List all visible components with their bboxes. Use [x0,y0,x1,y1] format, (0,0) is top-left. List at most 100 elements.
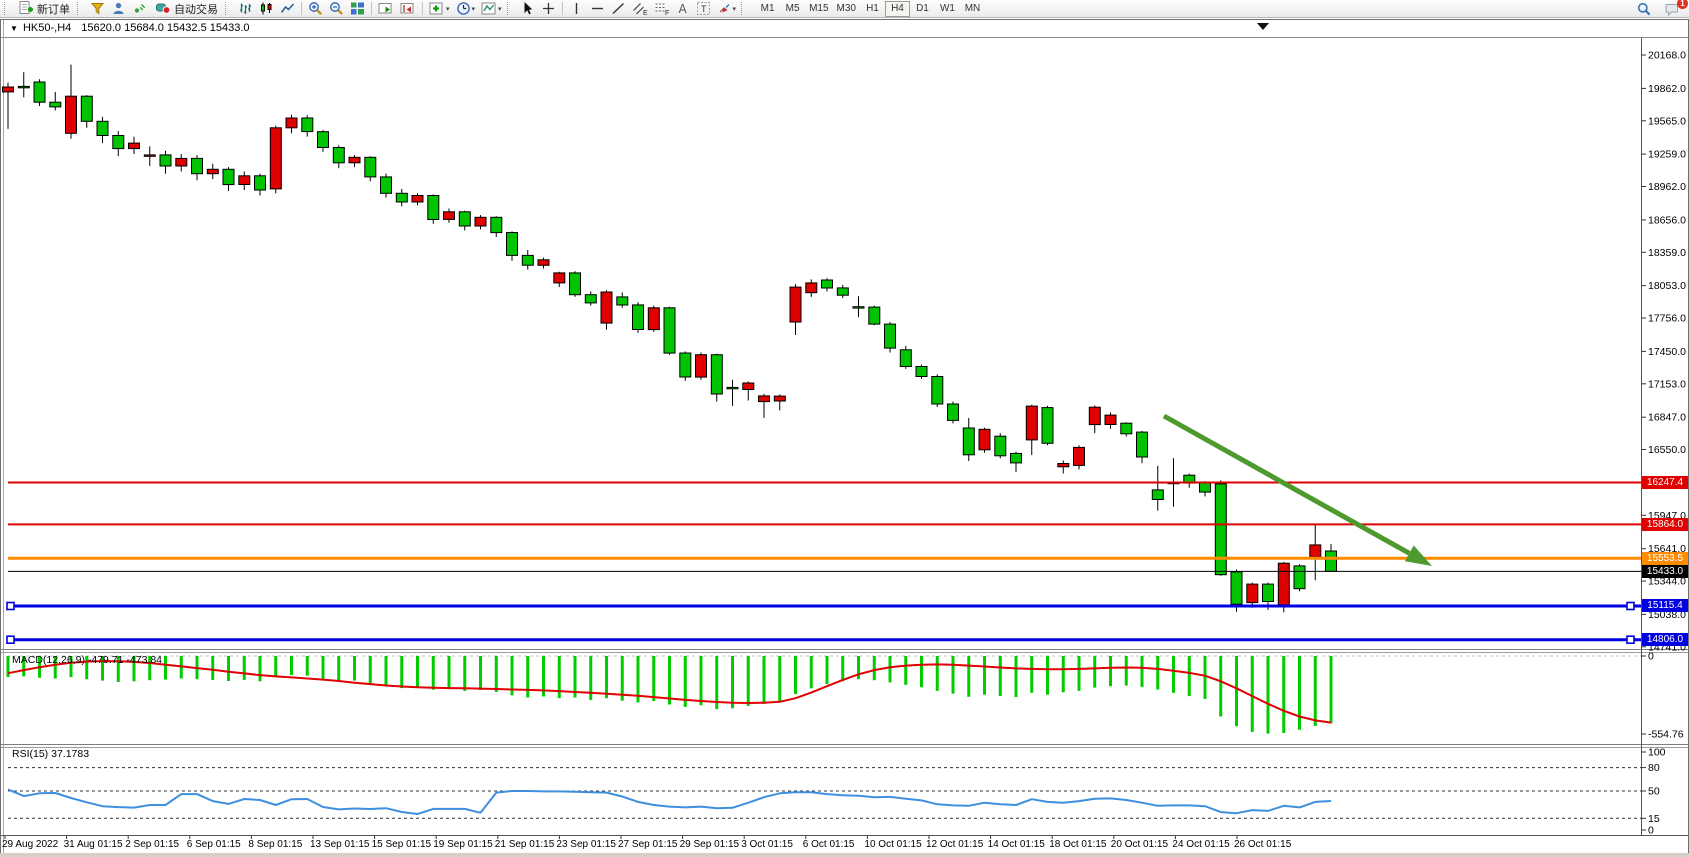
svg-text:16550.0: 16550.0 [1648,444,1686,456]
tile-windows-button[interactable] [347,1,368,17]
chart-shift-button[interactable] [397,1,419,17]
rsi-pane [7,767,1641,819]
svg-text:19862.0: 19862.0 [1648,83,1686,95]
svg-text:2 Sep 01:15: 2 Sep 01:15 [125,839,179,850]
line-handle [1626,635,1635,645]
toolbar: 新订单 自动交易 ▾ ▾ ▾ E F A T ▾ [0,0,1689,18]
chart-symbol: HK50-,H4 [22,22,72,34]
svg-text:26 Oct 01:15: 26 Oct 01:15 [1234,839,1292,850]
svg-text:20168.0: 20168.0 [1648,50,1686,62]
toolbar-grip[interactable] [77,2,83,15]
chevron-down-icon: ▾ [446,5,450,13]
svg-text:29 Aug 2022: 29 Aug 2022 [2,839,59,850]
line-chart-button[interactable] [277,1,298,17]
svg-text:0: 0 [1648,825,1654,837]
line-handle [1626,601,1635,611]
macd-label: MACD(12,26,9) -479.71 -473.84 [12,654,163,666]
funnel-icon[interactable] [87,1,108,17]
periods-button[interactable]: ▾ [453,1,479,17]
price-line-badge: 14806.0 [1642,633,1688,646]
timeframe-m15[interactable]: M15 [805,1,832,17]
timeframe-d1[interactable]: D1 [910,1,935,17]
vertical-line-tool[interactable] [566,1,587,17]
svg-text:27 Sep 01:15: 27 Sep 01:15 [618,839,678,850]
toolbar-grip[interactable] [506,2,513,15]
svg-text:3 Oct 01:15: 3 Oct 01:15 [741,839,793,850]
svg-text:8 Sep 01:15: 8 Sep 01:15 [248,839,302,850]
auto-scroll-button[interactable] [375,1,397,17]
price-line-badge: 15115.4 [1642,599,1688,612]
zoom-in-button[interactable] [305,1,326,17]
timeframe-mn[interactable]: MN [960,1,985,17]
svg-text:6 Sep 01:15: 6 Sep 01:15 [187,839,241,850]
svg-text:13 Sep 01:15: 13 Sep 01:15 [310,839,370,850]
notifications-button[interactable]: 1 [1661,0,1688,17]
toolbar-grip[interactable] [741,2,747,15]
window-edge [0,853,1689,857]
profile-icon[interactable] [108,1,129,17]
date-axis: 29 Aug 2022 31 Aug 01:15 2 Sep 01:15 6 Sep … [2,836,1292,850]
svg-text:6 Oct 01:15: 6 Oct 01:15 [803,839,855,850]
collapse-icon[interactable]: ▼ [10,24,18,33]
svg-text:T: T [701,4,707,14]
toolbar-grip[interactable] [4,2,10,15]
rsi-label: RSI(15) 37.1783 [12,748,90,760]
text-label-tool[interactable]: T [693,1,714,17]
svg-text:15344.0: 15344.0 [1648,576,1686,588]
autotrade-label: 自动交易 [174,3,218,16]
timeframe-h4[interactable]: H4 [884,0,910,17]
svg-text:29 Sep 01:15: 29 Sep 01:15 [680,839,740,850]
autotrade-button[interactable]: 自动交易 [150,1,223,17]
svg-text:19565.0: 19565.0 [1648,115,1686,127]
fibonacci-tool[interactable]: F [651,1,673,17]
templates-button[interactable]: ▾ [478,1,505,17]
crosshair-button[interactable] [538,1,559,17]
candlestick-chart-button[interactable] [256,1,277,17]
zoom-out-button[interactable] [326,1,347,17]
price-line-badge: 15553.5 [1642,552,1688,565]
horizontal-price-lines [6,481,1641,645]
chevron-down-icon: ▾ [498,5,502,13]
svg-text:18 Oct 01:15: 18 Oct 01:15 [1049,839,1107,850]
svg-text:0: 0 [1648,651,1654,663]
timeframe-w1[interactable]: W1 [935,1,960,17]
line-handle [6,635,15,645]
trendline-tool[interactable] [608,1,629,17]
svg-text:15 Sep 01:15: 15 Sep 01:15 [372,839,432,850]
svg-text:19259.0: 19259.0 [1648,149,1686,161]
svg-text:17756.0: 17756.0 [1648,313,1686,325]
bar-chart-button[interactable] [235,1,256,17]
text-tool[interactable]: A [673,1,693,17]
svg-text:24 Oct 01:15: 24 Oct 01:15 [1172,839,1230,850]
new-order-label: 新订单 [37,3,70,16]
new-order-icon [19,0,34,18]
svg-text:-554.76: -554.76 [1648,729,1684,741]
line-handle [6,601,15,611]
chevron-down-icon: ▾ [471,5,476,13]
notification-badge: 1 [1677,0,1688,9]
svg-text:10 Oct 01:15: 10 Oct 01:15 [864,839,922,850]
arrows-tool[interactable]: ▾ [714,1,740,17]
cursor-button[interactable] [517,1,538,17]
toolbar-grip[interactable] [225,2,231,15]
timeframe-m30[interactable]: M30 [833,1,860,17]
shift-marker-icon [1257,23,1269,30]
svg-text:50: 50 [1648,786,1660,798]
svg-text:23 Sep 01:15: 23 Sep 01:15 [556,839,616,850]
horizontal-line-tool[interactable] [587,1,608,17]
timeframe-m5[interactable]: M5 [780,1,805,17]
equidistant-channel-tool[interactable]: E [629,1,651,17]
timeframe-m1[interactable]: M1 [755,1,780,17]
svg-text:16847.0: 16847.0 [1648,412,1686,424]
svg-text:18962.0: 18962.0 [1648,181,1686,193]
timeframe-h1[interactable]: H1 [860,1,885,17]
chart-ohlc-values: 15620.0 15684.0 15432.5 15433.0 [81,22,250,34]
price-line-badge: 15433.0 [1642,565,1688,578]
chevron-down-icon: ▾ [732,5,737,13]
signal-icon[interactable] [129,1,150,17]
indicators-button[interactable]: ▾ [426,1,453,17]
new-order-button[interactable]: 新订单 [14,0,75,18]
svg-text:18359.0: 18359.0 [1648,247,1686,259]
search-button[interactable] [1633,1,1655,17]
